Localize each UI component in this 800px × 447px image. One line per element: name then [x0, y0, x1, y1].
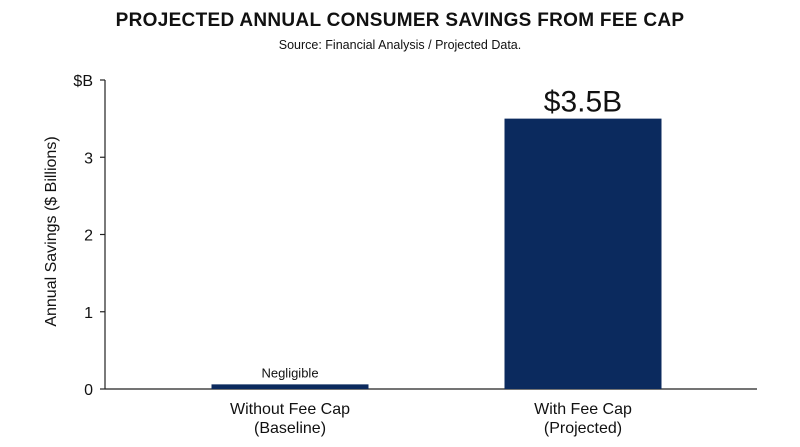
bar-2 — [504, 118, 662, 389]
data-label-2: $3.5B — [544, 86, 622, 119]
y-tick-label: 3 — [84, 150, 93, 167]
x-tick-label: Without Fee Cap — [230, 401, 350, 418]
y-tick-label: 0 — [84, 382, 93, 399]
bar-1 — [211, 384, 369, 389]
y-tick-label: 1 — [84, 305, 93, 322]
chart-title: PROJECTED ANNUAL CONSUMER SAVINGS FROM F… — [115, 10, 685, 31]
x-tick-label: (Baseline) — [254, 420, 326, 437]
x-tick-label: (Projected) — [544, 420, 622, 437]
chart-subtitle: Source: Financial Analysis / Projected D… — [278, 38, 522, 52]
y-axis-label: Annual Savings ($ Billions) — [43, 136, 60, 326]
data-label-1: Negligible — [261, 365, 318, 380]
x-tick-label: With Fee Cap — [534, 401, 632, 418]
y-tick-label: $B — [73, 73, 93, 90]
y-tick-label: 2 — [84, 228, 93, 245]
